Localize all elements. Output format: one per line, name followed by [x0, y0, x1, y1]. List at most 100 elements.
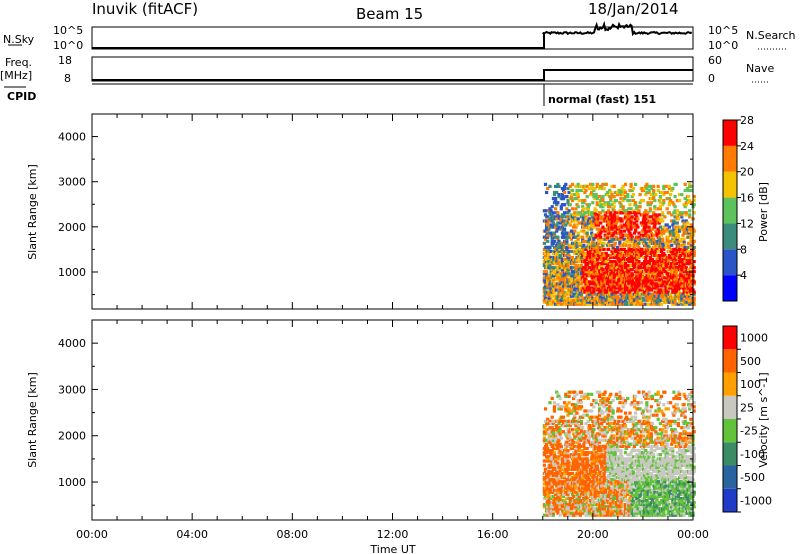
velocity-data-cell — [607, 453, 611, 457]
power-data-cell — [608, 296, 612, 300]
velocity-data-cell — [548, 501, 552, 505]
power-data-cell — [625, 209, 629, 213]
power-data-cell — [649, 193, 653, 197]
velocity-data-cell — [573, 478, 577, 482]
velocity-data-cell — [575, 490, 579, 494]
velocity-data-cell — [599, 474, 603, 478]
velocity-data-cell — [613, 459, 617, 463]
velocity-data-cell — [600, 463, 604, 467]
power-data-cell — [600, 184, 604, 188]
power-data-cell — [640, 213, 644, 217]
power-data-cell — [675, 247, 679, 251]
power-data-cell — [641, 255, 646, 260]
power-data-cell — [575, 251, 579, 256]
power-data-cell — [656, 188, 660, 193]
velocity-data-cell — [558, 442, 562, 446]
power-data-cell — [622, 270, 626, 274]
velocity-data-cell — [567, 444, 571, 448]
power-data-cell — [591, 215, 595, 219]
velocity-data-cell — [590, 490, 594, 494]
power-data-cell — [657, 298, 661, 302]
power-data-cell — [582, 207, 586, 211]
velocity-data-cell — [548, 480, 552, 484]
power-data-cell — [627, 245, 631, 249]
velocity-data-cell — [610, 457, 614, 461]
velocity-data-cell — [602, 419, 606, 423]
power-data-cell — [590, 227, 594, 231]
power-data-cell — [568, 298, 572, 302]
power-data-cell — [582, 251, 586, 256]
velocity-data-cell — [596, 471, 600, 476]
power-data-cell — [657, 264, 661, 268]
velocity-data-cell — [602, 496, 606, 501]
power-data-cell — [564, 276, 568, 280]
power-data-cell — [654, 278, 658, 282]
power-data-cell — [565, 233, 569, 237]
power-data-cell — [599, 294, 603, 298]
velocity-data-cell — [563, 419, 567, 423]
velocity-data-cell — [604, 465, 608, 469]
velocity-data-cell — [566, 471, 570, 476]
power-data-cell — [584, 245, 588, 249]
power-data-cell — [689, 184, 693, 188]
power-data-cell — [589, 235, 593, 239]
power-data-cell — [621, 193, 625, 197]
power-data-cell — [641, 249, 646, 253]
velocity-data-cell — [542, 505, 546, 509]
power-data-cell — [559, 207, 563, 211]
velocity-data-cell — [604, 432, 608, 436]
power-data-cell — [564, 258, 568, 262]
power-data-cell — [593, 282, 597, 286]
power-data-cell — [603, 292, 607, 296]
velocity-data-cell — [557, 455, 561, 459]
power-data-cell — [692, 266, 696, 270]
power-data-cell — [613, 292, 617, 296]
power-data-cell — [620, 264, 624, 268]
power-data-cell — [673, 205, 677, 209]
power-data-cell — [685, 227, 690, 231]
power-data-cell — [618, 282, 622, 286]
power-data-cell — [549, 225, 553, 229]
velocity-data-cell — [598, 440, 602, 444]
power-data-cell — [652, 184, 656, 188]
velocity-data-cell — [609, 488, 613, 492]
power-data-cell — [609, 243, 613, 247]
power-data-cell — [647, 288, 651, 292]
power-data-cell — [690, 286, 694, 290]
power-data-cell — [617, 231, 621, 235]
power-data-cell — [569, 213, 573, 217]
power-data-cell — [572, 266, 576, 270]
power-data-cell — [636, 217, 640, 221]
power-data-cell — [666, 296, 670, 300]
velocity-data-cell — [604, 492, 608, 496]
power-data-cell — [675, 227, 679, 231]
power-data-cell — [587, 286, 591, 290]
velocity-data-cell — [581, 459, 585, 463]
power-data-cell — [658, 282, 662, 286]
power-data-cell — [616, 247, 620, 251]
velocity-data-cell — [557, 484, 561, 488]
power-data-cell — [672, 280, 676, 284]
power-data-cell — [634, 260, 638, 264]
power-data-cell — [675, 231, 679, 235]
velocity-data-cell — [592, 509, 596, 513]
power-data-cell — [545, 272, 549, 276]
power-data-cell — [548, 184, 552, 188]
power-data-cell — [619, 249, 623, 253]
power-data-cell — [603, 258, 607, 262]
velocity-data-cell — [614, 507, 619, 511]
velocity-data-cell — [545, 488, 549, 492]
velocity-data-cell — [581, 490, 585, 494]
power-data-cell — [683, 278, 687, 282]
power-data-cell — [688, 302, 692, 306]
velocity-data-cell — [586, 451, 590, 455]
power-data-cell — [595, 215, 599, 219]
power-data-cell — [621, 300, 625, 304]
velocity-data-cell — [548, 426, 552, 430]
velocity-data-cell — [581, 451, 585, 455]
power-data-cell — [623, 211, 628, 215]
power-data-cell — [591, 274, 595, 278]
power-data-cell — [639, 270, 643, 274]
velocity-data-cell — [558, 396, 562, 401]
power-colorbar-tick-label: 12 — [740, 217, 754, 230]
